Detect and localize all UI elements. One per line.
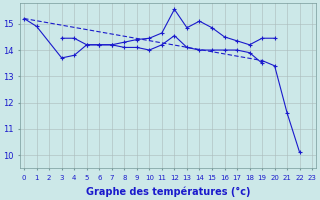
X-axis label: Graphe des températures (°c): Graphe des températures (°c) (86, 187, 250, 197)
